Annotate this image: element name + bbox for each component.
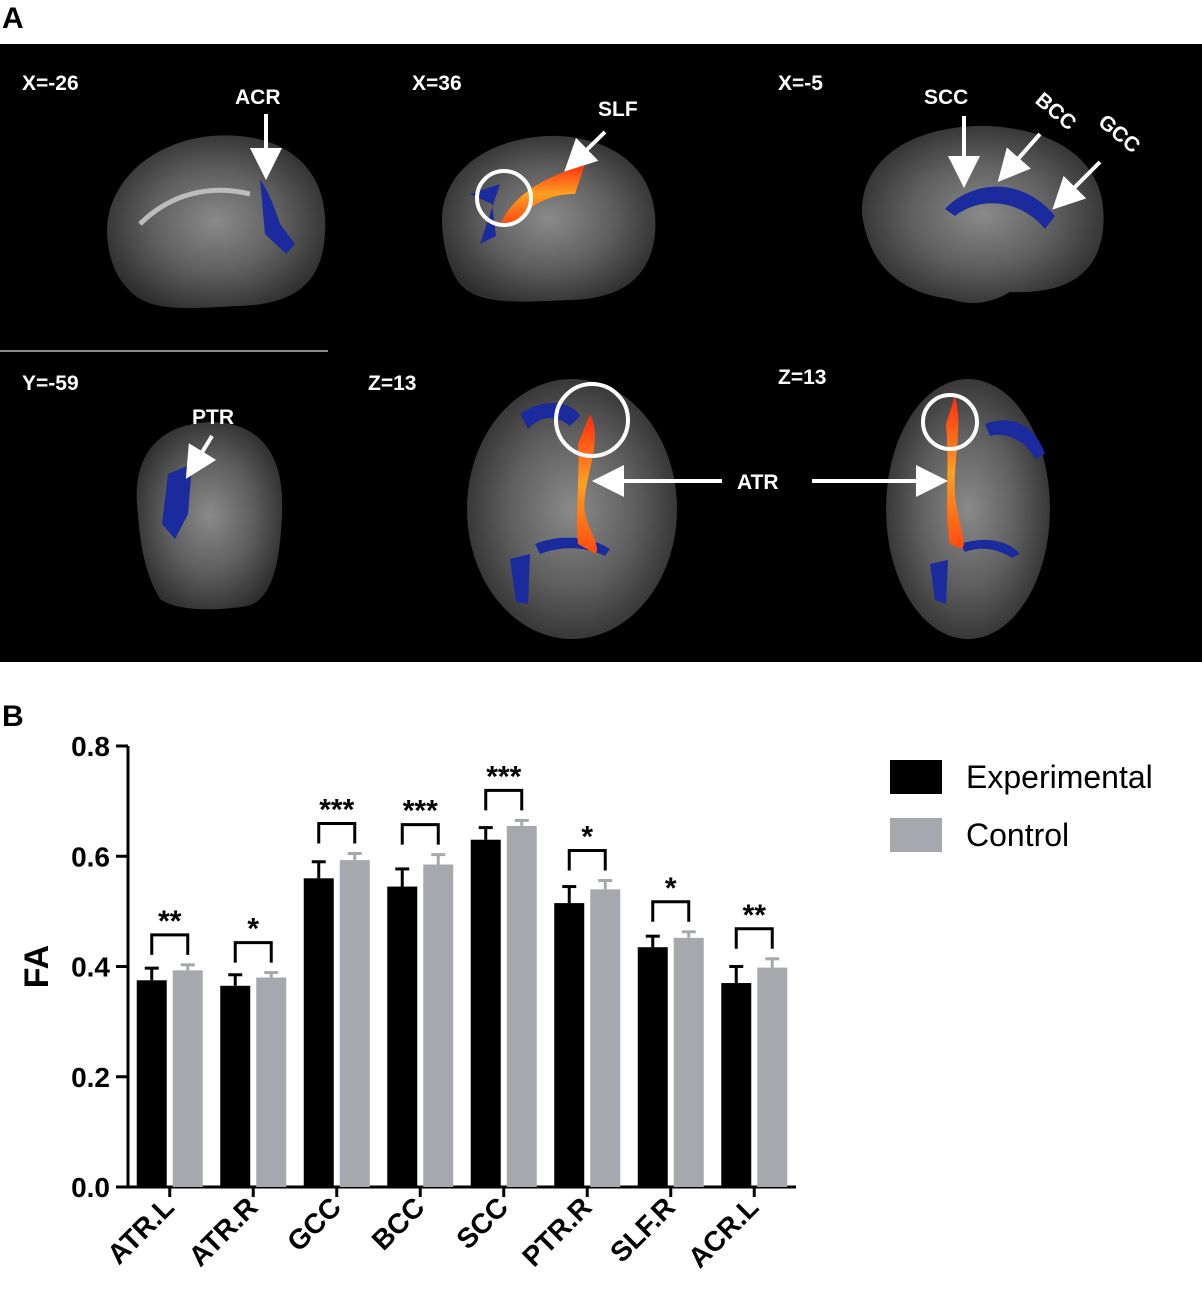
slf-cluster — [500, 164, 585, 224]
y-tick-label: 0.6 — [71, 841, 110, 872]
bar-control — [339, 860, 370, 1187]
view5-coord: Z=13 — [368, 372, 416, 395]
slf-arrow — [564, 130, 607, 172]
significance-marker: *** — [403, 795, 438, 828]
highlight-circle — [921, 393, 979, 451]
bar-chart: 0.00.20.40.60.8FA**ATR.L*ATR.R***GCC***B… — [18, 731, 1153, 1274]
mri-view-z13-left: Z=13 — [368, 372, 677, 639]
blue-cluster — [960, 539, 1020, 558]
significance-marker: * — [581, 821, 593, 854]
bar-experimental — [136, 980, 167, 1187]
gcc-arrow — [1052, 160, 1102, 210]
significance-marker: ** — [743, 899, 767, 932]
view2-coord: X=36 — [412, 72, 462, 95]
significance-marker: * — [247, 913, 259, 946]
significance-bracket — [567, 849, 607, 871]
x-tick-label: SLF.R — [604, 1191, 681, 1268]
scc-label: SCC — [924, 86, 968, 109]
legend-swatch-control — [890, 818, 942, 852]
view3-coord: X=-5 — [778, 72, 823, 95]
mri-view-z13-right: Z=13 — [778, 366, 1050, 639]
x-tick-label: BCC — [366, 1191, 431, 1256]
bar-control — [423, 864, 454, 1187]
y-tick-label: 0.4 — [71, 952, 110, 983]
brain-sagittal — [861, 125, 1104, 304]
blue-cluster — [520, 402, 580, 429]
atr-cluster — [577, 414, 597, 554]
panel-a-letter: A — [2, 2, 24, 35]
significance-marker: *** — [319, 793, 354, 826]
mri-panel: X=-26 ACR X=36 SLF X=-5 SCC BCC GCC Y=-5… — [0, 44, 1202, 662]
white-matter-tract — [138, 187, 251, 226]
significance-bracket — [150, 933, 190, 955]
corpus-callosum-cluster — [945, 186, 1055, 229]
y-axis-title: FA — [18, 945, 56, 988]
significance-bracket — [734, 927, 774, 949]
significance-marker: ** — [158, 905, 182, 938]
x-tick-label: ACR.L — [682, 1191, 764, 1273]
y-tick-label: 0.0 — [71, 1172, 110, 1203]
legend-swatch-experimental — [890, 760, 942, 794]
y-tick-label: 0.8 — [71, 731, 110, 762]
brain-coronal — [136, 422, 283, 610]
atr-cluster — [946, 396, 964, 549]
bar-control — [757, 967, 788, 1187]
blue-cluster — [510, 554, 530, 604]
mri-view-x36: X=36 SLF — [412, 72, 656, 302]
x-tick-label: ATR.R — [183, 1191, 264, 1272]
brain-sagittal — [441, 135, 656, 302]
bar-experimental — [721, 983, 752, 1187]
brain-axial — [886, 379, 1050, 639]
bar-control — [172, 970, 203, 1187]
acr-cluster — [260, 179, 295, 254]
view1-coord: X=-26 — [22, 72, 79, 95]
panel-b-letter: B — [2, 700, 24, 733]
blue-cluster — [470, 184, 500, 244]
blue-cluster — [985, 420, 1045, 459]
significance-bracket — [317, 821, 357, 844]
atr-label: ATR — [737, 471, 779, 494]
bar-experimental — [637, 947, 668, 1187]
bar-experimental — [554, 903, 585, 1187]
ptr-cluster — [162, 464, 192, 539]
view4-coord: Y=-59 — [22, 372, 79, 395]
significance-bracket — [400, 823, 440, 845]
ptr-arrow — [185, 434, 217, 479]
x-tick-label: ATR.L — [101, 1191, 180, 1270]
bar-experimental — [387, 886, 418, 1187]
highlight-circle — [475, 169, 533, 227]
x-tick-label: GCC — [281, 1191, 347, 1257]
bar-control — [256, 977, 287, 1187]
significance-bracket — [484, 788, 524, 811]
y-tick-label: 0.2 — [71, 1062, 110, 1093]
ptr-label: PTR — [192, 406, 234, 429]
acr-label: ACR — [235, 86, 281, 109]
bar-control — [506, 825, 537, 1187]
bcc-arrow — [997, 132, 1042, 183]
mri-view-x-26: X=-26 ACR — [22, 72, 326, 309]
bar-experimental — [470, 839, 501, 1187]
highlight-circle — [554, 382, 630, 458]
significance-marker: * — [665, 872, 677, 905]
legend-label-experimental: Experimental — [966, 759, 1153, 795]
view6-coord: Z=13 — [778, 366, 826, 389]
significance-bracket — [651, 900, 691, 922]
x-tick-label: PTR.R — [516, 1191, 597, 1272]
slf-label: SLF — [598, 98, 638, 121]
blue-cluster — [930, 560, 948, 604]
mri-view-y-59: Y=-59 PTR — [22, 372, 283, 610]
x-tick-label: SCC — [450, 1191, 514, 1255]
legend-label-control: Control — [966, 817, 1069, 853]
significance-marker: *** — [486, 760, 521, 793]
bar-control — [590, 889, 621, 1187]
significance-bracket — [233, 941, 273, 963]
bar-experimental — [220, 985, 251, 1187]
bar-experimental — [303, 878, 334, 1187]
bar-control — [673, 937, 704, 1187]
